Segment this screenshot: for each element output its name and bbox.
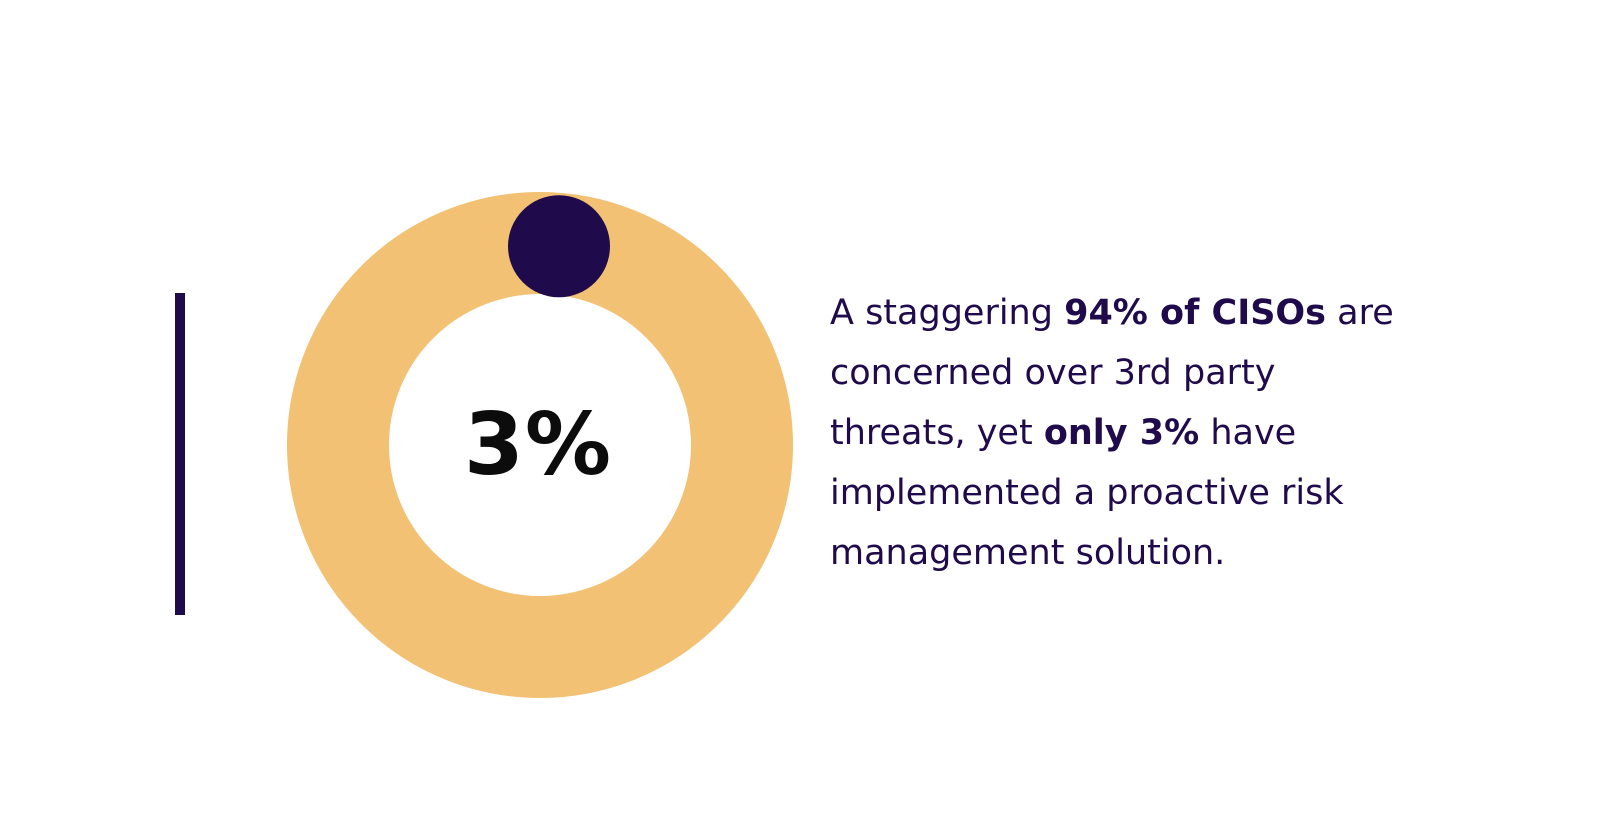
donut-center-value: 3%: [463, 395, 612, 495]
statement-line-5: management solution.: [830, 533, 1226, 573]
donut-chart: 3%: [280, 185, 800, 705]
statement-line-2: concerned over 3rd party: [830, 353, 1276, 393]
donut-svg: [287, 192, 793, 698]
statement-line-3: threats, yet only 3% have: [830, 403, 1450, 463]
statement-highlight-3-percent: only 3%: [1043, 413, 1200, 453]
statement-text: A staggering: [830, 293, 1065, 333]
statement-text: have: [1199, 413, 1297, 453]
statement-line-4: implemented a proactive risk: [830, 473, 1344, 513]
donut-highlight-slice: [508, 195, 610, 298]
statement-line-1: A staggering 94% of CISOs are: [830, 283, 1450, 343]
accent-bar: [175, 293, 185, 615]
statement-text: are: [1326, 293, 1394, 333]
statement-text: threats, yet: [830, 413, 1044, 453]
statistic-statement: A staggering 94% of CISOs are concerned …: [830, 283, 1450, 583]
statement-highlight-94-percent: 94% of CISOs: [1064, 293, 1327, 333]
